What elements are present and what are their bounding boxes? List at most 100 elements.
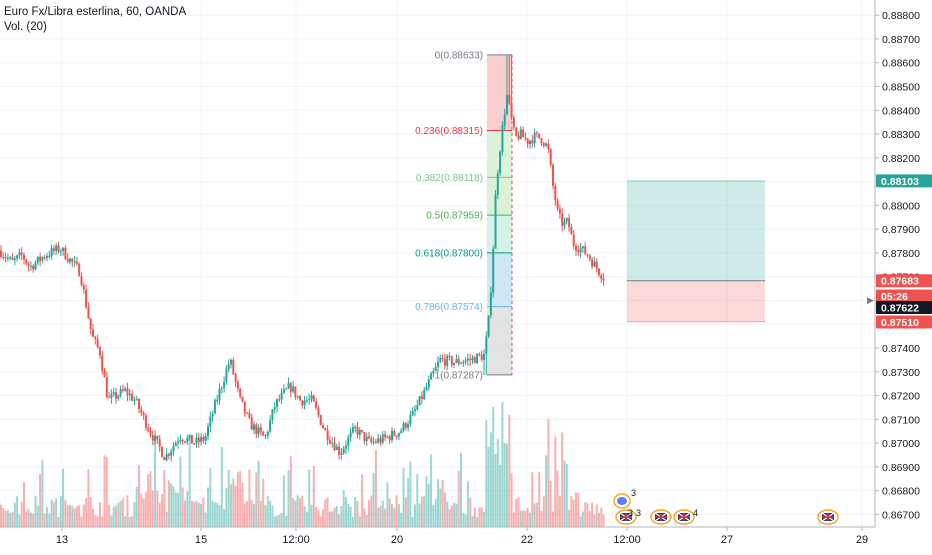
volume-bar <box>225 487 228 527</box>
candle-body <box>158 439 161 448</box>
candle-body <box>586 254 589 256</box>
candle-body <box>246 412 249 414</box>
volume-bar <box>39 473 42 527</box>
candle-body <box>338 446 341 455</box>
volume-bar <box>319 516 322 527</box>
volume-bar <box>595 504 598 527</box>
candle-body <box>342 448 345 454</box>
position-profit-zone <box>627 180 765 281</box>
candle-body <box>324 428 327 431</box>
volume-bar <box>547 419 550 527</box>
candle-body <box>347 437 350 446</box>
volume-bar <box>96 516 99 527</box>
volume-bar <box>167 480 170 527</box>
chart-legend: Euro Fx/Libra esterlina, 60, OANDA Vol. … <box>4 5 186 35</box>
candle-body <box>570 227 573 235</box>
candle-body <box>59 250 62 252</box>
candle-body <box>142 413 145 416</box>
price-tick-label: 0.88500 <box>882 82 920 94</box>
volume-bar <box>466 481 469 527</box>
candle-body <box>483 353 485 360</box>
candle-body <box>556 200 559 209</box>
fib-level-label: 0.382(0.88118) <box>416 173 483 184</box>
volume-bar <box>200 504 203 527</box>
fib-level-label: 0.618(0.87800) <box>415 248 483 259</box>
candle-body <box>257 427 260 435</box>
candle-body <box>207 426 209 437</box>
candle-body <box>147 427 150 431</box>
candle-body <box>112 392 115 395</box>
volume-bar <box>397 503 400 527</box>
candle-body <box>308 399 311 401</box>
volume-bar <box>395 495 398 527</box>
volume-bar <box>565 463 568 527</box>
volume-bar <box>207 487 209 527</box>
volume-bar <box>335 505 338 527</box>
price-axis: 0.88800 0.88700 0.88600 0.88500 0.88400 0.883… <box>867 0 932 550</box>
candle-body <box>253 424 255 430</box>
volume-bar <box>540 510 543 527</box>
volume-bar <box>593 514 596 527</box>
candle-body <box>282 389 285 393</box>
volume-bar <box>384 508 387 527</box>
volume-bar <box>161 494 163 527</box>
candle-body <box>163 457 166 461</box>
candle-body <box>126 388 129 396</box>
candle-body <box>197 437 200 442</box>
candle-body <box>204 436 207 441</box>
candle-body <box>418 396 421 406</box>
candle-body <box>216 400 219 402</box>
volume-bar <box>89 497 92 527</box>
volume-bar <box>0 504 2 527</box>
price-tick-label: 0.86900 <box>882 462 920 474</box>
volume-bar <box>172 486 175 527</box>
candle-body <box>446 355 449 366</box>
volume-bar <box>144 492 147 527</box>
volume-bar <box>243 503 246 527</box>
candle-body <box>273 407 276 410</box>
volume-bar <box>400 512 403 527</box>
event-flag-icon <box>673 509 695 525</box>
candle-body <box>600 275 603 280</box>
candle-body <box>248 412 251 418</box>
candle-body <box>351 427 354 433</box>
volume-bar <box>36 505 39 527</box>
candle-body <box>423 389 426 399</box>
volume-bar <box>82 504 85 527</box>
volume-bar <box>464 514 467 527</box>
candle-body <box>494 194 497 249</box>
candle-body <box>577 250 580 253</box>
volume-bar <box>138 465 140 527</box>
volume-bar <box>32 513 35 527</box>
candle-body <box>64 247 67 260</box>
candle-body <box>565 218 568 222</box>
candle-body <box>579 248 582 253</box>
volume-bar <box>103 455 106 527</box>
volume-bar <box>230 484 232 527</box>
fib-level-label: 0.786(0.87574) <box>415 302 483 313</box>
candle-body <box>289 383 292 392</box>
candle-body <box>11 257 14 260</box>
candle-body <box>117 395 120 399</box>
volume-bar <box>287 470 290 527</box>
volume-bar <box>13 502 16 527</box>
fib-level-label: 0.236(0.88315) <box>415 126 483 137</box>
event-count-badge: 3 <box>628 508 633 518</box>
volume-bar <box>522 510 525 527</box>
volume-bar <box>427 483 430 527</box>
volume-bar <box>296 495 299 527</box>
volume-bar <box>432 505 435 527</box>
volume-bar <box>489 432 492 527</box>
volume-bar <box>80 516 83 527</box>
candle-body <box>218 388 221 401</box>
volume-bar <box>259 500 262 527</box>
symbol-title: Euro Fx/Libra esterlina, 60, OANDA <box>4 6 187 18</box>
volume-bar <box>563 460 566 527</box>
volume-bar <box>315 506 318 527</box>
long-position-tool <box>627 180 765 323</box>
volume-bar <box>66 505 69 527</box>
time-tick-label: 27 <box>721 534 733 546</box>
volume-bar <box>328 511 331 527</box>
